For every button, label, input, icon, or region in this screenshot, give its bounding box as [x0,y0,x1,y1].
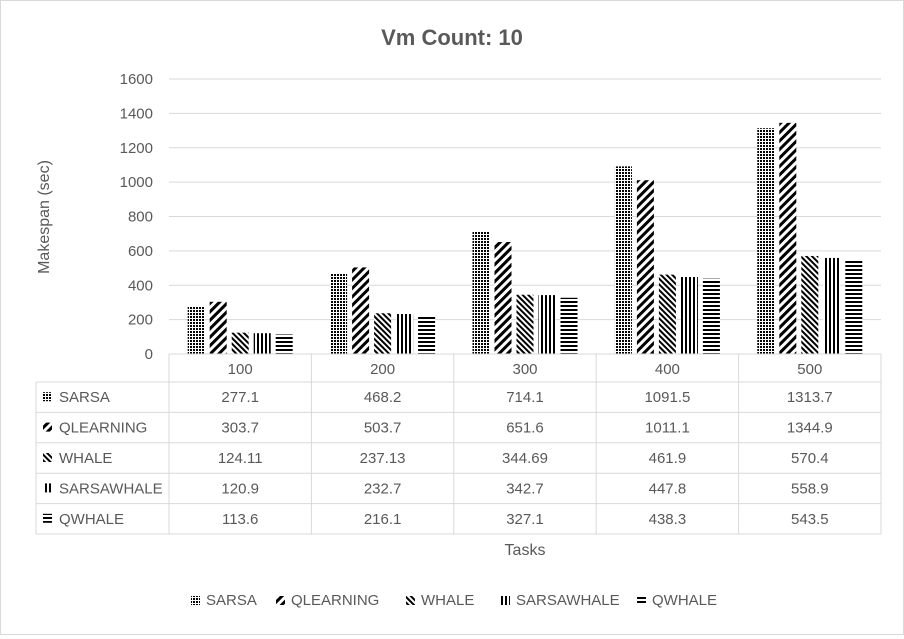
bar-qwhale [418,317,435,354]
table-legend-key [43,483,52,492]
bar-sarsawhale [823,258,840,354]
table-series-name: QLEARNING [59,420,147,437]
legend-key [501,596,510,605]
bar-qlearning [779,123,796,354]
bar-qlearning [352,267,369,354]
bar-qwhale [276,334,293,354]
table-value: 277.1 [221,389,259,406]
bar-sarsa [757,128,774,354]
table-value: 1313.7 [787,389,833,406]
table-value: 124.11 [218,450,263,467]
bar-whale [517,295,534,354]
y-tick-label: 400 [128,277,153,294]
bar-sarsa [473,231,490,354]
legend-label: SARSAWHALE [516,592,620,609]
table-series-name: QWHALE [59,511,124,528]
table-value: 303.7 [221,420,259,437]
bar-whale [232,333,249,354]
bar-sarsawhale [254,333,271,354]
table-value: 461.9 [649,450,687,467]
table-legend-key [43,392,52,401]
y-tick-label: 1000 [120,174,153,191]
x-tick-label: 500 [797,361,822,378]
legend-label: SARSA [206,592,257,609]
bar-qlearning [210,302,227,354]
table-value: 447.8 [649,480,687,497]
y-tick-label: 1600 [120,71,153,88]
y-axis-ticks: 0 200 400 600 800 1000 1200 1400 1600 [120,71,153,363]
y-tick-label: 0 [145,346,153,363]
table-series-name: SARSAWHALE [59,480,163,497]
y-tick-label: 600 [128,243,153,260]
table-legend-key [43,423,52,432]
x-tick-label: 100 [228,361,253,378]
x-tick-label: 300 [512,361,537,378]
legend-key [637,596,646,605]
table-value: 113.6 [222,511,258,528]
x-tick-label: 400 [655,361,680,378]
table-value: 216.1 [364,511,402,528]
table-value: 1091.5 [644,389,690,406]
table-value: 1011.1 [645,420,690,437]
table-value: 342.7 [506,480,544,497]
bar-sarsawhale [681,277,698,354]
legend-label: WHALE [421,592,474,609]
table-value: 503.7 [364,420,402,437]
bar-qlearning [637,180,654,354]
x-axis-label: Tasks [505,542,546,559]
table-value: 237.13 [360,450,406,467]
bar-whale [374,313,391,354]
legend: SARSA QLEARNING WHALE SARSAWHALE QWHALE [191,592,717,609]
y-tick-label: 1200 [120,140,153,157]
bar-whale [801,256,818,354]
table-value: 327.1 [506,511,544,528]
y-axis-label: Makespan (sec) [36,160,53,274]
table-value: 120.9 [221,480,259,497]
table-legend-key [43,514,52,523]
table-value: 570.4 [791,450,829,467]
bar-sarsa [615,166,632,354]
y-tick-label: 800 [128,209,153,226]
table-value: 1344.9 [787,420,833,437]
bar-whale [659,275,676,354]
table-value: 543.5 [791,511,829,528]
y-tick-label: 1400 [120,105,153,122]
table-series-name: WHALE [59,450,112,467]
bar-qwhale [561,298,578,354]
legend-key [276,596,285,605]
bar-sarsa [188,306,205,354]
bar-sarsawhale [396,314,413,354]
x-tick-label: 200 [370,361,395,378]
data-table: 100 200 300 400 500 SARSA 277.1 468.2 714.1 1091.… [36,354,881,534]
table-value: 651.6 [506,420,544,437]
chart-title: Vm Count: 10 [381,25,523,50]
table-value: 714.1 [506,389,544,406]
legend-key [191,596,200,605]
bar-qlearning [495,242,512,354]
table-value: 344.69 [502,450,548,467]
bar-qwhale [703,279,720,354]
bar-qwhale [845,261,862,354]
table-value: 468.2 [364,389,402,406]
bar-sarsa [330,274,347,354]
table-value: 558.9 [791,480,829,497]
bar-sarsawhale [539,295,556,354]
y-tick-label: 200 [128,312,153,329]
legend-label: QLEARNING [291,592,379,609]
table-series-name: SARSA [59,389,110,406]
table-value: 232.7 [364,480,402,497]
table-value: 438.3 [649,511,687,528]
table-legend-key [43,453,52,462]
legend-key [406,596,415,605]
legend-label: QWHALE [652,592,717,609]
